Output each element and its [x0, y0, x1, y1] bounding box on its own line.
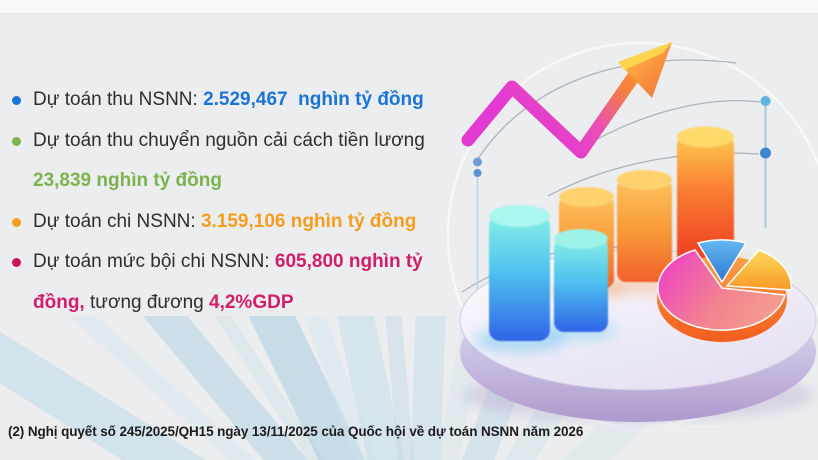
trend-arrow — [461, 42, 672, 159]
item-line: Dự toán thu chuyển nguồn cải cách tiền l… — [33, 121, 442, 162]
arrow-head — [618, 42, 672, 98]
budget-item-salary-reform: Dự toán thu chuyển nguồn cải cách tiền l… — [12, 121, 442, 202]
item-value: 2.529,467 nghìn tỷ đồng — [203, 89, 424, 110]
bullet-dot-pink — [12, 258, 21, 267]
pie-slice-blue — [696, 239, 748, 284]
item-label: tương đương — [84, 291, 210, 313]
item-label: Dự toán chi NSNN: — [33, 210, 201, 232]
item-label: Dự toán thu NSNN: — [33, 89, 204, 110]
pie-slice-pink — [657, 249, 786, 331]
item-label: Dự toán thu chuyển nguồn cải cách tiền l… — [33, 129, 425, 151]
budget-item-deficit: Dự toán mức bội chi NSNN: 605,800 nghìn … — [12, 242, 442, 323]
pie-chart — [657, 239, 792, 342]
footnote-text: (2) Nghị quyết số 245/2025/QH15 ngày 13/… — [8, 424, 584, 439]
item-line: Dự toán mức bội chi NSNN: 605,800 nghìn … — [33, 242, 442, 283]
top-band — [0, 0, 818, 14]
left-accent-dots — [473, 157, 482, 300]
right-accent-dots — [760, 96, 771, 228]
bullet-dot-green — [12, 136, 21, 146]
item-value: 605,800 nghìn tỷ — [274, 251, 423, 272]
item-label: Dự toán mức bội chi NSNN: — [33, 251, 275, 272]
item-line: đồng, tương đương 4,2%GDP — [33, 283, 442, 324]
item-line: Dự toán thu NSNN: 2.529,467 nghìn tỷ đồn… — [33, 80, 442, 121]
budget-items-list: Dự toán thu NSNN: 2.529,467 nghìn tỷ đồn… — [12, 80, 442, 323]
bullet-dot-orange — [12, 217, 21, 227]
faint-circle-outline — [446, 41, 818, 425]
bullet-dot-blue — [12, 96, 21, 105]
budget-item-expenditure: Dự toán chi NSNN: 3.159,106 nghìn tỷ đồn… — [12, 202, 442, 243]
item-value: 23,839 nghìn tỷ đồng — [33, 170, 222, 191]
3d-chart-illustration — [446, 41, 818, 425]
item-value: đồng, — [33, 291, 85, 313]
cyan-bars — [489, 205, 608, 341]
item-line: Dự toán chi NSNN: 3.159,106 nghìn tỷ đồn… — [33, 202, 442, 243]
item-line: 23,839 nghìn tỷ đồng — [33, 161, 442, 202]
item-value: 4,2%GDP — [209, 291, 294, 313]
item-value: 3.159,106 nghìn tỷ đồng — [200, 210, 417, 232]
budget-item-revenue: Dự toán thu NSNN: 2.529,467 nghìn tỷ đồn… — [12, 80, 442, 121]
pie-slice-yellow — [725, 249, 792, 291]
